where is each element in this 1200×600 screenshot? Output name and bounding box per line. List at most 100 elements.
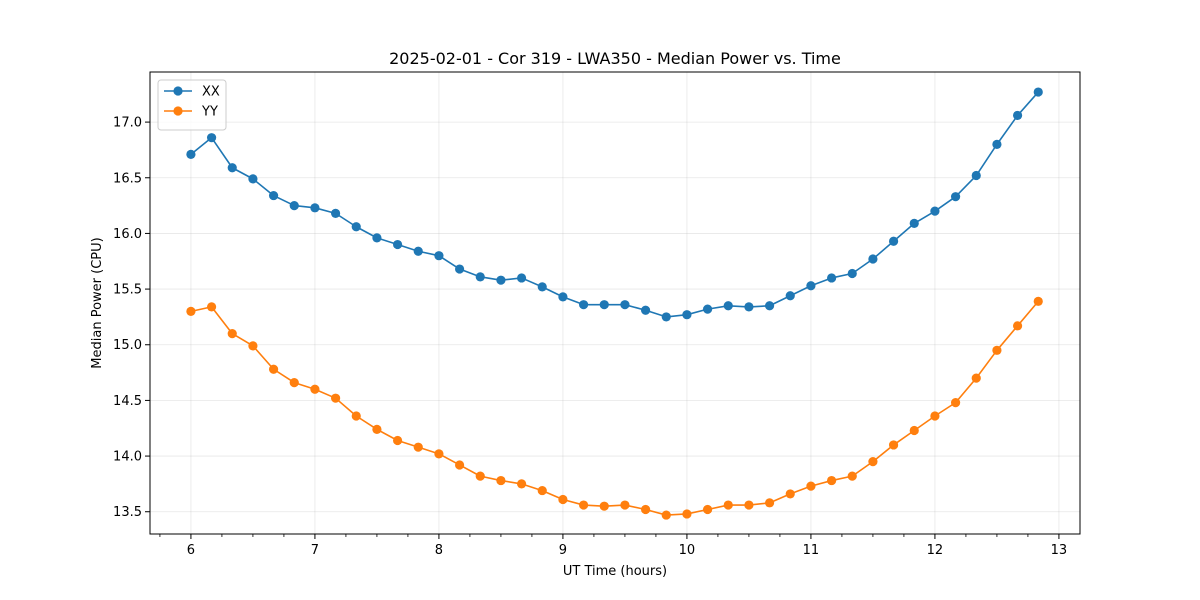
data-point-yy xyxy=(992,345,1002,355)
data-point-xx xyxy=(1033,87,1043,97)
data-point-yy xyxy=(475,471,485,481)
data-point-yy xyxy=(723,500,733,510)
data-point-yy xyxy=(496,475,506,486)
series-layer xyxy=(186,87,1043,520)
data-point-xx xyxy=(930,206,940,216)
x-tick-label: 13 xyxy=(1051,543,1068,558)
data-point-xx xyxy=(434,251,444,261)
data-point-yy xyxy=(888,440,899,450)
data-point-xx xyxy=(826,273,837,283)
data-point-xx xyxy=(682,310,692,320)
data-point-yy xyxy=(289,377,299,388)
data-point-xx xyxy=(909,218,919,229)
series-yy xyxy=(186,296,1043,520)
y-tick-label: 15.5 xyxy=(113,283,142,298)
ticks-layer: 6 7 8 9 10 11 12 13 13.5 14.0 14.5 15.0 15.5 16.0 16.5… xyxy=(113,116,1067,558)
data-point-xx xyxy=(640,305,651,315)
data-point-yy xyxy=(392,435,403,446)
data-point-yy xyxy=(268,364,279,374)
data-point-xx xyxy=(330,208,341,218)
x-tick-label: 12 xyxy=(927,543,944,558)
data-point-yy xyxy=(826,475,837,486)
legend-marker xyxy=(173,86,183,96)
data-point-xx xyxy=(392,239,403,250)
data-point-yy xyxy=(661,510,671,520)
data-point-xx xyxy=(268,190,279,201)
data-point-yy xyxy=(310,384,320,394)
data-point-xx xyxy=(558,292,568,302)
data-point-xx xyxy=(496,275,506,285)
data-point-yy xyxy=(806,481,816,491)
data-point-xx xyxy=(516,273,527,283)
data-point-yy xyxy=(454,460,465,470)
x-tick-label: 10 xyxy=(679,543,696,558)
data-point-xx xyxy=(186,149,196,159)
data-point-xx xyxy=(227,163,237,173)
data-point-xx xyxy=(888,236,899,246)
data-point-xx xyxy=(744,302,754,312)
data-point-xx xyxy=(475,272,485,282)
legend-marker xyxy=(173,106,183,116)
plot-frame xyxy=(149,71,1081,535)
y-tick-label: 14.0 xyxy=(113,450,142,465)
data-point-xx xyxy=(578,300,589,310)
data-point-yy xyxy=(764,498,775,508)
data-point-yy xyxy=(971,373,981,383)
legend-label: XX xyxy=(202,85,220,100)
data-point-yy xyxy=(206,302,217,312)
data-point-xx xyxy=(992,139,1002,149)
data-point-yy xyxy=(227,329,237,339)
x-axis-label: UT Time (hours) xyxy=(563,564,667,579)
data-point-yy xyxy=(516,479,527,489)
data-point-xx xyxy=(413,246,423,256)
data-point-yy xyxy=(248,341,258,351)
data-point-xx xyxy=(537,282,547,292)
y-tick-label: 17.0 xyxy=(113,116,142,131)
data-point-yy xyxy=(744,500,754,510)
data-point-yy xyxy=(372,424,382,434)
data-point-yy xyxy=(186,306,196,316)
data-point-xx xyxy=(723,301,733,311)
data-point-xx xyxy=(248,174,258,184)
data-point-yy xyxy=(1033,296,1043,306)
series-xx xyxy=(186,87,1043,322)
data-point-yy xyxy=(950,398,961,408)
data-point-yy xyxy=(330,393,341,403)
data-point-xx xyxy=(310,203,320,213)
data-point-yy xyxy=(909,425,919,436)
x-tick-label: 9 xyxy=(559,543,567,558)
y-tick-label: 13.5 xyxy=(113,505,142,520)
data-point-yy xyxy=(620,500,630,510)
data-point-xx xyxy=(372,233,382,243)
data-point-xx xyxy=(971,170,981,181)
data-point-yy xyxy=(682,509,692,519)
data-point-xx xyxy=(1012,110,1023,121)
data-point-yy xyxy=(640,504,651,515)
data-point-xx xyxy=(454,264,465,274)
data-point-yy xyxy=(930,411,940,421)
data-point-xx xyxy=(764,301,775,311)
data-point-xx xyxy=(661,312,671,322)
grid-layer xyxy=(150,72,1080,534)
data-point-yy xyxy=(599,501,609,511)
data-point-yy xyxy=(702,504,713,515)
y-tick-label: 14.5 xyxy=(113,394,142,409)
data-point-xx xyxy=(785,291,795,301)
legend-entry-yy: YY xyxy=(164,105,218,120)
data-point-xx xyxy=(289,200,299,211)
legend-label: YY xyxy=(201,105,218,120)
data-point-xx xyxy=(351,222,361,232)
y-axis-label: Median Power (CPU) xyxy=(90,237,105,368)
x-tick-label: 8 xyxy=(435,543,443,558)
data-point-xx xyxy=(806,281,816,291)
data-point-xx xyxy=(620,300,630,310)
data-point-xx xyxy=(868,254,878,264)
y-tick-label: 16.0 xyxy=(113,227,142,242)
data-point-xx xyxy=(702,304,713,314)
x-tick-label: 7 xyxy=(311,543,319,558)
y-tick-label: 15.0 xyxy=(113,338,142,353)
data-point-xx xyxy=(206,133,217,143)
chart-title: 2025-02-01 - Cor 319 - LWA350 - Median P… xyxy=(389,49,841,68)
data-point-yy xyxy=(1012,321,1023,331)
